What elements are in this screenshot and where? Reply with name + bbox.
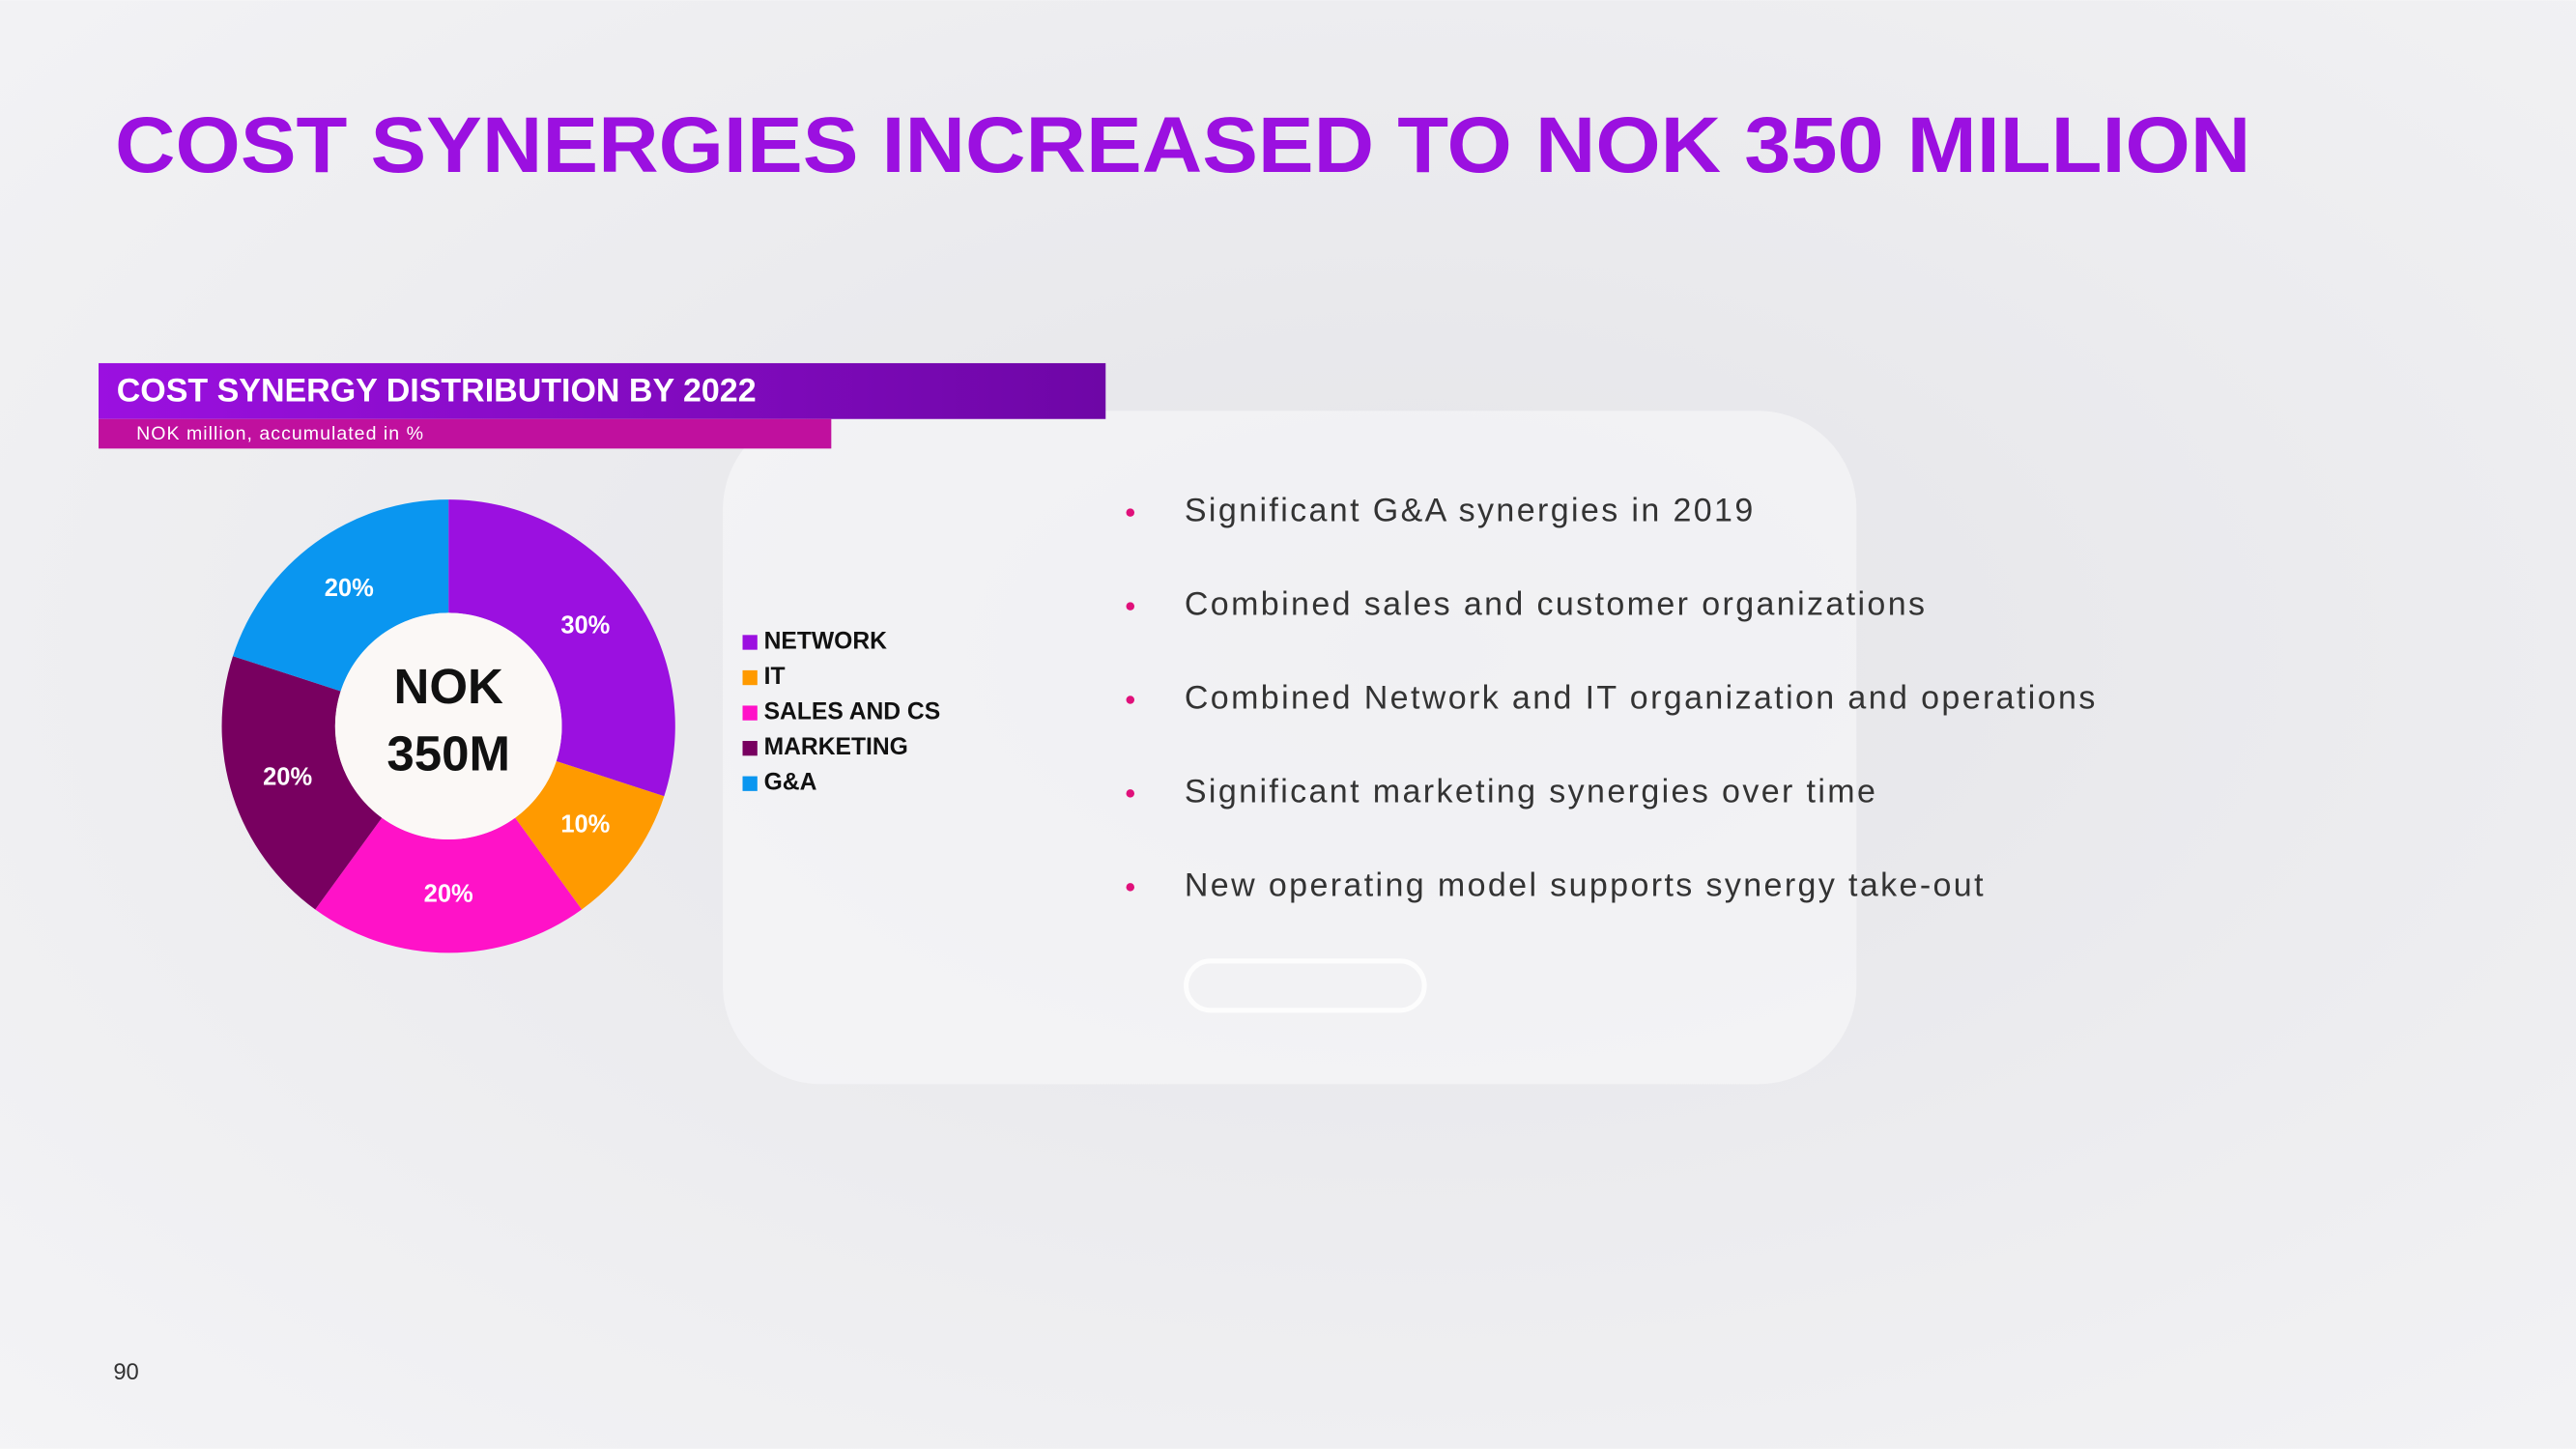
bullet-dot [1126, 789, 1135, 798]
donut-slice [515, 760, 665, 910]
data-label: 20% [263, 764, 312, 791]
data-label: 30% [560, 611, 610, 639]
bullet-text: Significant G&A synergies in 2019 [1185, 493, 1756, 529]
chart-subtitle-bar [99, 418, 832, 449]
page-number: 90 [113, 1359, 138, 1385]
donut-slice [315, 817, 583, 953]
legend-label: IT [764, 664, 786, 690]
bullet-text: Significant marketing synergies over tim… [1185, 773, 1877, 810]
center-label: NOK [393, 659, 503, 714]
phone-shape [723, 411, 1857, 1085]
chart-subtitle: NOK million, accumulated in % [136, 423, 424, 444]
bullet-dot [1126, 696, 1135, 704]
donut-slice [448, 499, 675, 797]
legend-swatch [742, 669, 758, 686]
data-label: 20% [325, 575, 374, 602]
donut-slice [233, 499, 449, 692]
bullet-dot [1126, 602, 1135, 611]
legend-swatch [742, 776, 758, 791]
bullet-text: Combined sales and customer organization… [1185, 586, 1928, 623]
legend-swatch [742, 635, 758, 650]
chart-title: COST SYNERGY DISTRIBUTION BY 2022 [117, 373, 757, 410]
legend-label: NETWORK [764, 629, 887, 655]
bullet-text: Combined Network and IT organization and… [1185, 679, 2098, 716]
legend: NETWORK IT SALES AND CS MARKETING G&A [742, 629, 941, 796]
chart-title-bar [99, 362, 1106, 419]
legend-swatch [742, 741, 758, 756]
bullet-dot [1126, 883, 1135, 892]
data-label: 10% [560, 810, 610, 838]
phone-button [1184, 958, 1427, 1013]
legend-label: SALES AND CS [764, 699, 941, 725]
donut-center [334, 612, 562, 840]
bullet-dot [1126, 508, 1135, 517]
legend-swatch [742, 705, 758, 721]
bullet-text: New operating model supports synergy tak… [1185, 867, 1986, 903]
data-label: 20% [424, 881, 473, 908]
donut-slice [221, 656, 383, 910]
legend-label: G&A [764, 770, 817, 796]
legend-label: MARKETING [764, 734, 908, 760]
bullet-list: Significant G&A synergies in 2019 Combine… [1126, 493, 2098, 903]
slide-title: COST SYNERGIES INCREASED TO NOK 350 MILL… [115, 101, 2250, 189]
donut-chart: 30% 10% 20% 20% 20% NOK 350M [221, 499, 675, 953]
center-label: 350M [386, 725, 510, 781]
